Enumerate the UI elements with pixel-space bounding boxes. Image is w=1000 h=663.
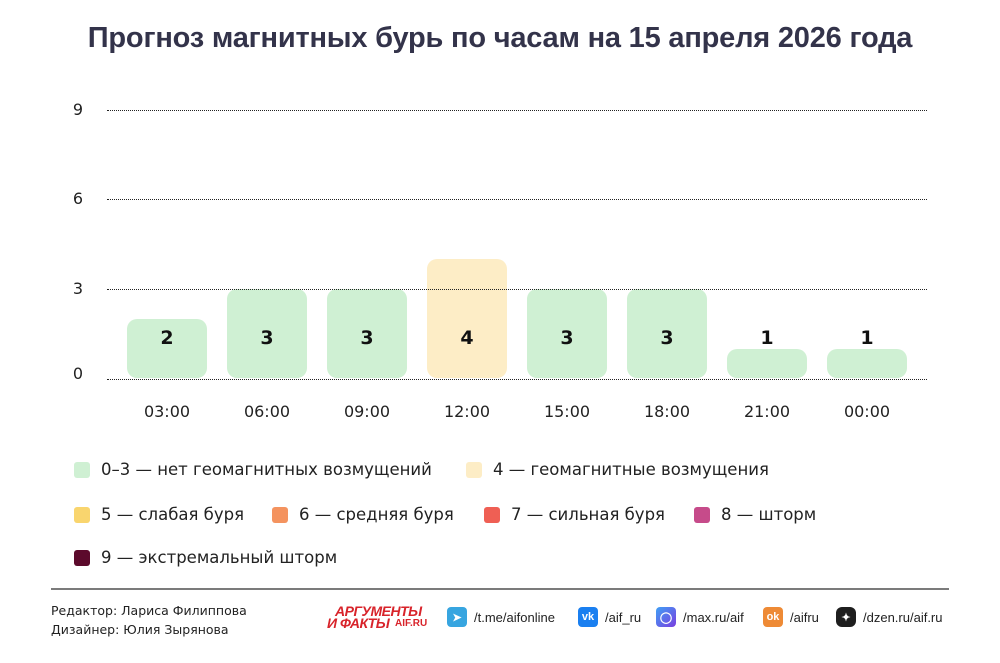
telegram-icon: ➤ xyxy=(447,607,467,627)
bar-value-label: 3 xyxy=(260,327,274,349)
x-tick-label: 00:00 xyxy=(843,402,891,421)
vk-icon: vk xyxy=(578,607,598,627)
legend-swatch xyxy=(74,549,90,566)
social-telegram[interactable]: ➤ /t.me/aifonline xyxy=(447,607,555,627)
bar-value-label: 3 xyxy=(360,327,374,349)
logo-line2: И ФАКТЫ xyxy=(327,615,390,631)
legend-item-8: 8 — шторм xyxy=(694,505,816,524)
legend-swatch xyxy=(484,506,500,523)
bar-value-label: 2 xyxy=(160,327,174,349)
y-tick-3: 3 xyxy=(72,279,84,298)
legend-item-5: 5 — слабая буря xyxy=(74,505,244,524)
social-max[interactable]: ◯ /max.ru/aif xyxy=(656,607,744,627)
bar xyxy=(427,259,507,378)
legend-label: 0–3 — нет геомагнитных возмущений xyxy=(101,460,432,479)
x-tick-label: 06:00 xyxy=(243,402,291,421)
logo-line1: АРГУМЕНТЫ xyxy=(335,603,422,619)
gridline-9 xyxy=(107,110,927,111)
bar-chart: 9 6 3 0 2 03:00 3 06:00 3 09:00 4 12:00 3 15:00 3 1… xyxy=(72,100,927,421)
bar-value-label: 1 xyxy=(860,327,874,349)
legend-label: 4 — геомагнитные возмущения xyxy=(493,460,769,479)
legend-label: 8 — шторм xyxy=(721,505,817,524)
y-tick-9: 9 xyxy=(72,100,84,119)
social-label: /t.me/aifonline xyxy=(474,609,555,625)
legend-swatch xyxy=(272,506,288,523)
bar xyxy=(827,349,907,378)
y-tick-6: 6 xyxy=(72,189,84,208)
social-label: /aif_ru xyxy=(605,609,642,625)
x-tick-label: 03:00 xyxy=(143,402,191,421)
legend-label: 7 — сильная буря xyxy=(511,505,665,524)
dzen-icon: ✦ xyxy=(836,607,856,627)
chart-title: Прогноз магнитных бурь по часам на 15 ап… xyxy=(87,22,913,54)
gridline-3 xyxy=(107,289,927,290)
bar xyxy=(327,289,407,378)
bar-value-label: 3 xyxy=(560,327,574,349)
social-label: /max.ru/aif xyxy=(683,609,744,625)
social-label: /aifru xyxy=(790,609,819,625)
legend-swatch xyxy=(74,461,90,478)
bar xyxy=(727,349,807,378)
legend-label: 6 — средняя буря xyxy=(299,505,454,524)
x-tick-label: 15:00 xyxy=(543,402,591,421)
editor-credit: Редактор: Лариса Филиппова xyxy=(51,603,247,618)
x-tick-label: 18:00 xyxy=(643,402,691,421)
max-icon: ◯ xyxy=(656,607,676,627)
social-dzen[interactable]: ✦ /dzen.ru/aif.ru xyxy=(836,607,943,627)
social-odnoklassniki[interactable]: ok /aifru xyxy=(763,607,819,627)
bar xyxy=(227,289,307,378)
x-tick-label: 09:00 xyxy=(343,402,391,421)
bar-value-label: 4 xyxy=(460,327,474,349)
legend-item-9: 9 — экстремальный шторм xyxy=(74,548,337,567)
logo-domain: AIF.RU xyxy=(395,618,428,629)
y-tick-0: 0 xyxy=(72,364,84,383)
footer-divider xyxy=(51,588,949,590)
bar-value-label: 1 xyxy=(760,327,774,349)
legend-item-7: 7 — сильная буря xyxy=(484,505,665,524)
legend-label: 9 — экстремальный шторм xyxy=(101,548,338,567)
designer-credit: Дизайнер: Юлия Зырянова xyxy=(51,622,229,637)
odnoklassniki-icon: ok xyxy=(763,607,783,627)
legend-item-6: 6 — средняя буря xyxy=(272,505,454,524)
bar xyxy=(127,319,207,378)
credits: Редактор: Лариса Филиппова Дизайнер: Юли… xyxy=(51,601,247,639)
bar xyxy=(527,289,607,378)
legend-swatch xyxy=(74,506,90,523)
legend-swatch xyxy=(694,506,710,523)
x-tick-label: 21:00 xyxy=(743,402,791,421)
aif-logo[interactable]: АРГУМЕНТЫ И ФАКТЫ AIF.RU xyxy=(327,603,437,631)
bar xyxy=(627,289,707,378)
legend-item-0-3: 0–3 — нет геомагнитных возмущений xyxy=(74,460,432,479)
legend-label: 5 — слабая буря xyxy=(101,505,245,524)
gridline-6 xyxy=(107,199,927,200)
legend-swatch xyxy=(466,461,482,478)
gridline-0 xyxy=(107,379,927,380)
social-vk[interactable]: vk /aif_ru xyxy=(578,607,641,627)
bar-value-label: 3 xyxy=(660,327,674,349)
social-label: /dzen.ru/aif.ru xyxy=(863,609,943,625)
x-tick-label: 12:00 xyxy=(443,402,491,421)
legend-item-4: 4 — геомагнитные возмущения xyxy=(466,460,769,479)
